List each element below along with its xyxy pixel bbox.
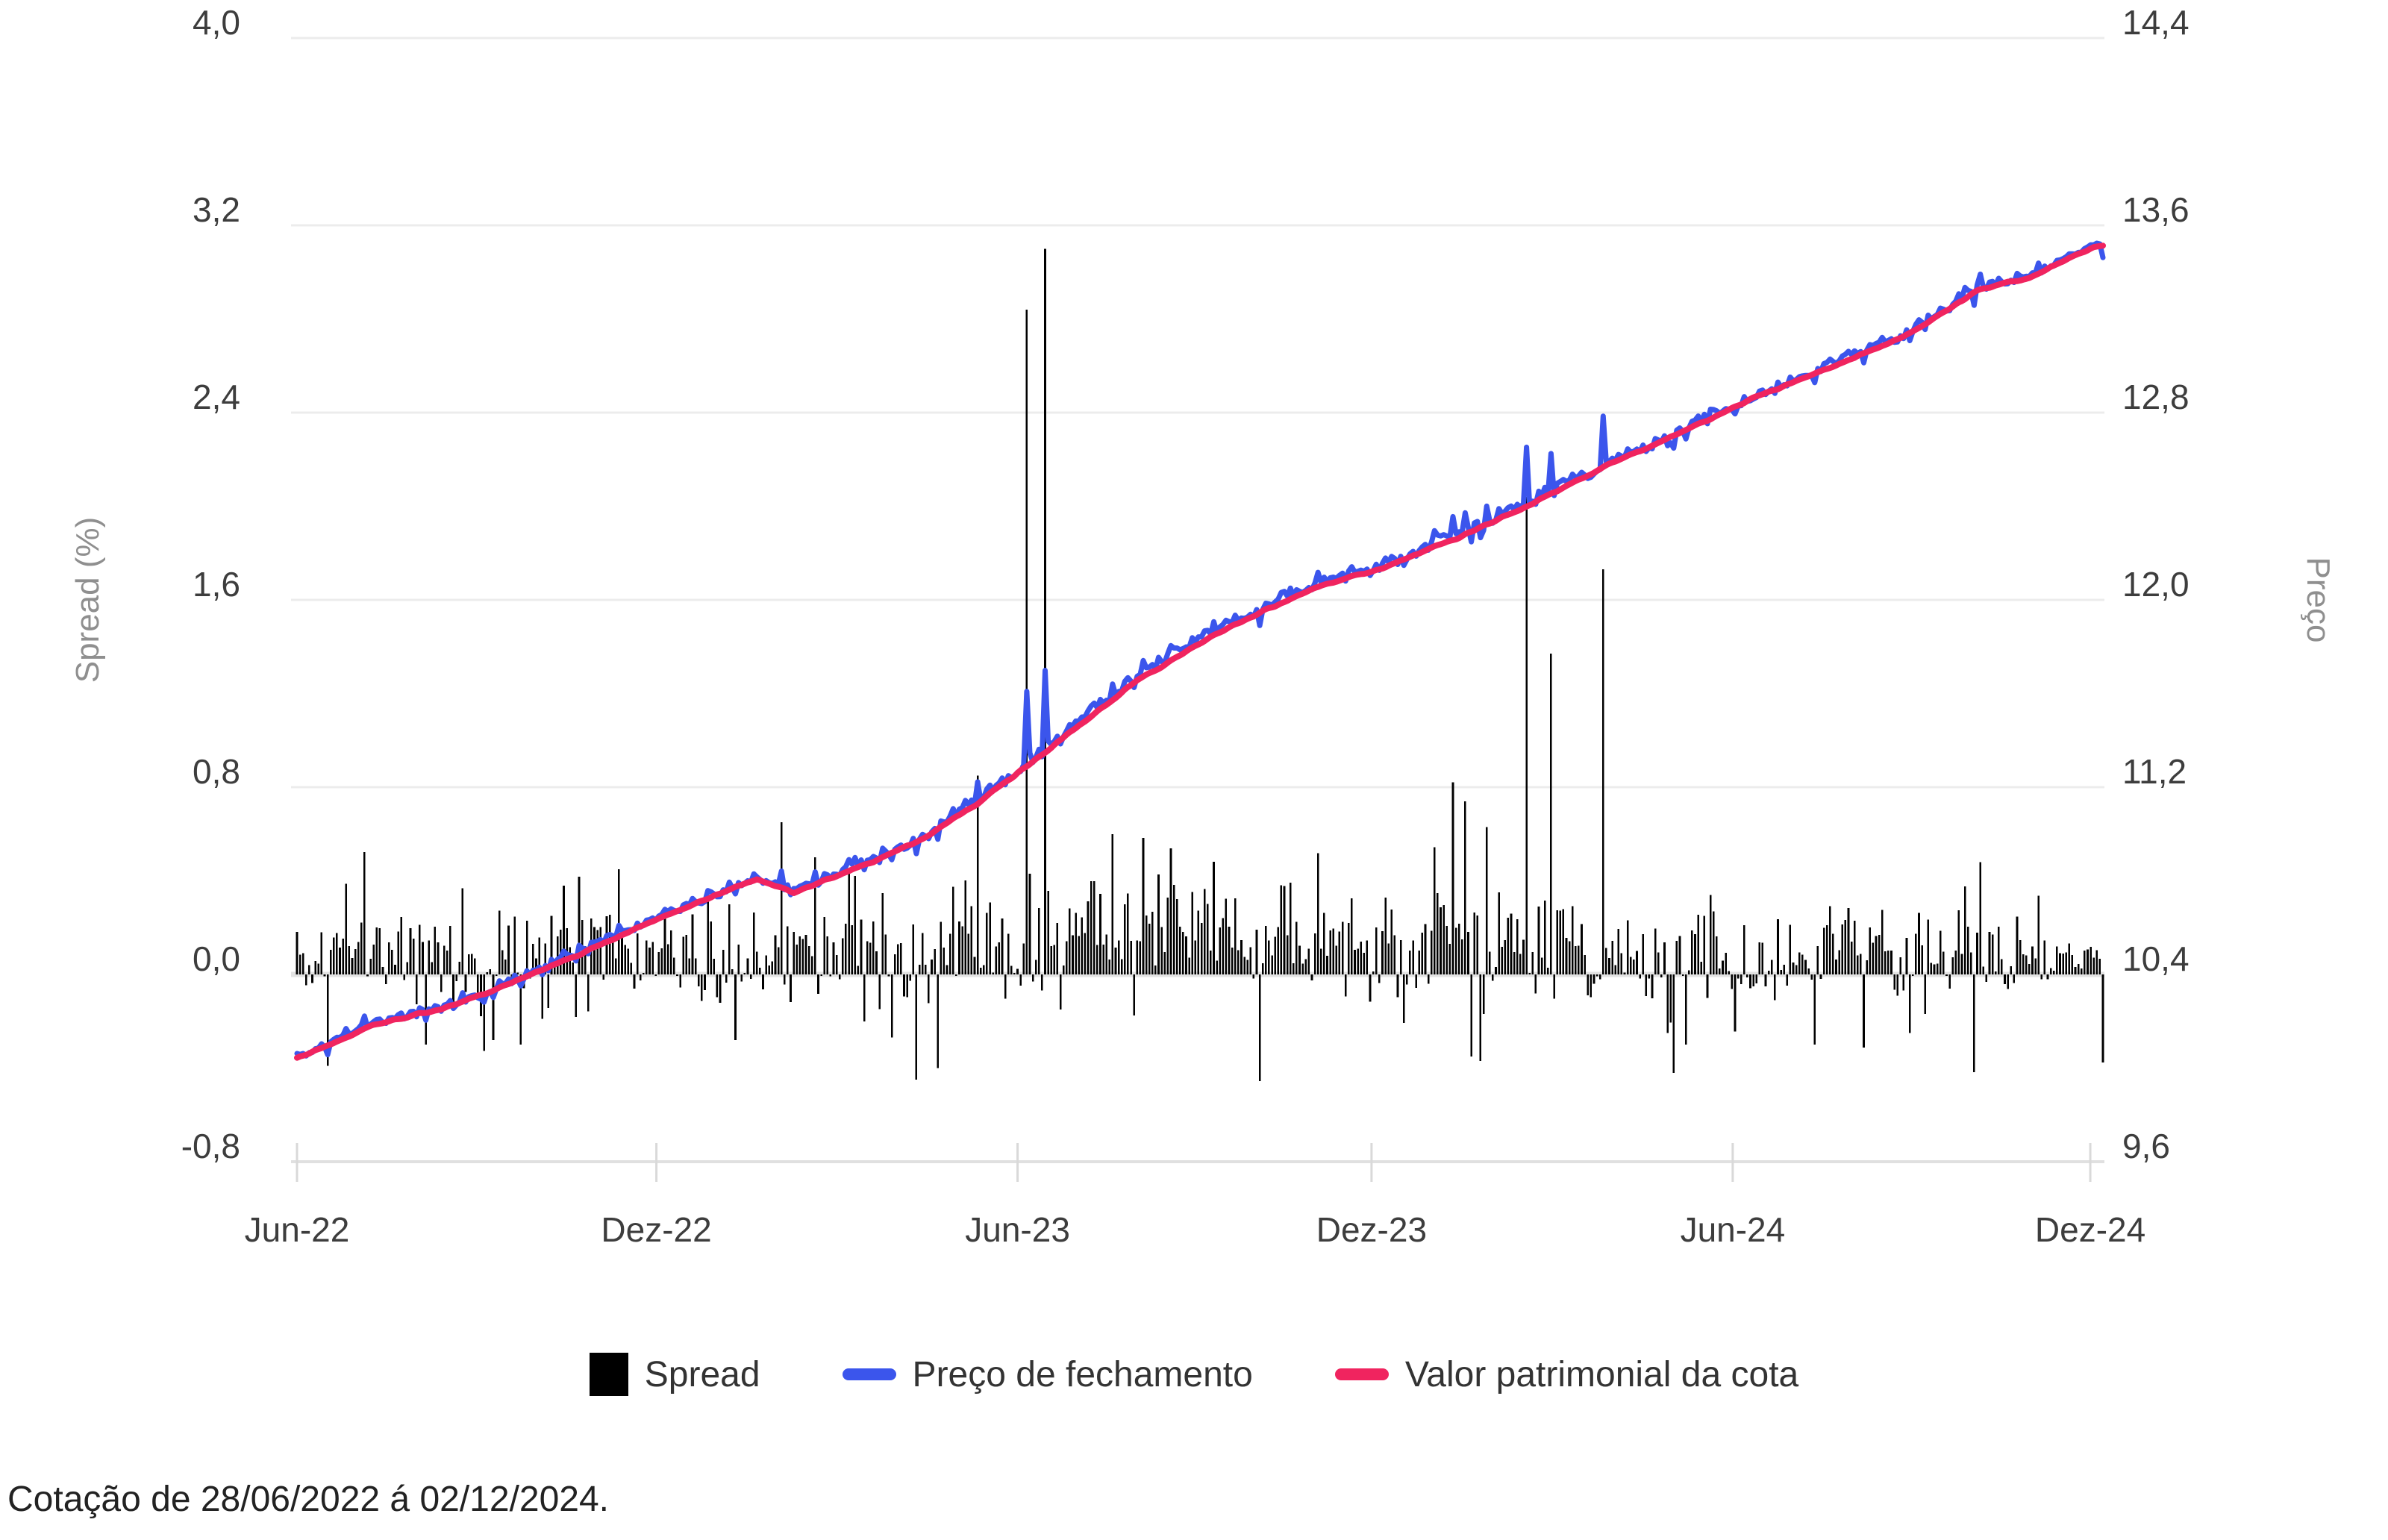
y-right-tick-label: 10,4 (2122, 939, 2189, 978)
legend-item-spread: Spread (589, 1353, 760, 1396)
axis-tick-labels: 4,0 14,4 3,2 13,6 2,4 12,8 1,6 12,0 0,8 11,2 0,0 10… (181, 3, 2189, 1249)
y-right-tick-label: 12,0 (2122, 565, 2189, 604)
y-left-tick-label: 4,0 (193, 3, 240, 42)
x-tick-label: Jun-22 (245, 1210, 350, 1249)
legend-swatch-vpc-icon (1334, 1368, 1389, 1380)
legend-label-spread: Spread (644, 1354, 760, 1395)
y-right-tick-label: 9,6 (2122, 1127, 2170, 1165)
y-left-tick-label: 1,6 (193, 565, 240, 604)
y-left-tick-label: 0,0 (193, 939, 240, 978)
vpc-line (294, 242, 2106, 1061)
legend-label-vpc: Valor patrimonial da cota (1404, 1354, 1799, 1395)
x-tick-label: Dez-24 (2035, 1210, 2145, 1249)
x-tick-label: Jun-23 (965, 1210, 1070, 1249)
legend-swatch-spread-icon (589, 1353, 628, 1396)
y-left-tick-label: 3,2 (193, 190, 240, 229)
x-tick-label: Jun-24 (1681, 1210, 1786, 1249)
legend-item-vpc: Valor patrimonial da cota (1334, 1354, 1799, 1395)
x-tick-label: Dez-22 (601, 1210, 711, 1249)
y-left-tick-label: 2,4 (193, 378, 240, 416)
legend-item-close: Preço de fechamento (842, 1354, 1253, 1395)
spread-bars (296, 248, 2104, 1081)
y-right-tick-label: 12,8 (2122, 378, 2189, 416)
y-right-tick-label: 14,4 (2122, 3, 2189, 42)
caption: Cotação de 28/06/2022 á 02/12/2024. (7, 1480, 610, 1519)
legend-label-close: Preço de fechamento (912, 1354, 1253, 1395)
y-right-tick-label: 11,2 (2122, 752, 2187, 791)
gridlines (291, 37, 2104, 1182)
y-axis-title-left: Spread (%) (69, 516, 106, 683)
spread-price-chart: 4,0 14,4 3,2 13,6 2,4 12,8 1,6 12,0 0,8 11,2 0,0 10… (181, 3, 2189, 1249)
y-left-tick-label: -0,8 (181, 1127, 240, 1165)
y-right-tick-label: 13,6 (2122, 190, 2189, 229)
y-axis-title-right: Preço (2300, 557, 2337, 643)
x-tick-label: Dez-23 (1316, 1210, 1427, 1249)
y-left-tick-label: 0,8 (193, 752, 240, 791)
legend-swatch-close-icon (842, 1368, 896, 1380)
legend: Spread Preço de fechamento Valor patrimo… (0, 1330, 2388, 1419)
